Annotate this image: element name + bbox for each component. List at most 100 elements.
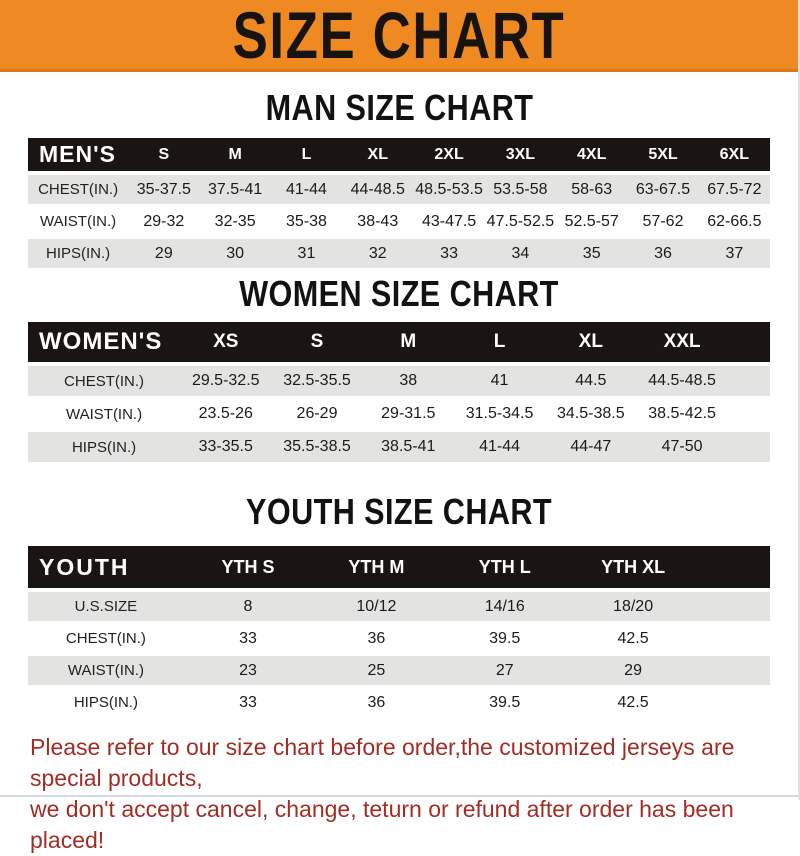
table-row: HIPS(IN.) 29 30 31 32 33 34 35 36 37	[28, 239, 770, 271]
size-column-header: S	[128, 138, 200, 175]
size-column-header: YTH L	[440, 546, 569, 592]
size-value-cell: 36	[312, 624, 441, 656]
size-value-cell: 52.5-57	[556, 207, 628, 239]
women-header-row: WOMEN'S XS S M L XL XXL	[28, 322, 770, 366]
size-value-cell: 30	[199, 239, 271, 271]
size-column-header: 2XL	[413, 138, 485, 175]
size-value-cell: 48.5-53.5	[413, 175, 485, 207]
size-column-header: YTH M	[312, 546, 441, 592]
row-label: WAIST(IN.)	[28, 207, 129, 239]
table-row: U.S.SIZE 8 10/12 14/16 18/20	[28, 592, 770, 624]
size-value-cell: 42.5	[568, 688, 698, 720]
size-column-header: 6XL	[698, 138, 770, 175]
spacer-cell	[697, 688, 770, 720]
size-column-header: XL	[545, 322, 637, 366]
table-row: CHEST(IN.) 35-37.5 37.5-41 41-44 44-48.5…	[28, 175, 770, 207]
size-column-header: 4XL	[556, 138, 628, 175]
size-value-cell: 34	[484, 239, 557, 271]
size-value-cell: 33-35.5	[180, 432, 272, 465]
size-value-cell: 23	[183, 656, 313, 688]
size-value-cell: 35	[556, 239, 628, 271]
size-value-cell: 35-37.5	[128, 175, 200, 207]
youth-header-row: YOUTH YTH S YTH M YTH L YTH XL	[28, 546, 770, 592]
women-size-table: WOMEN'S XS S M L XL XXL CHEST(IN.) 29.5-…	[28, 322, 770, 465]
size-value-cell: 32	[342, 239, 414, 271]
table-row: CHEST(IN.) 29.5-32.5 32.5-35.5 38 41 44.…	[28, 366, 770, 399]
size-value-cell: 25	[312, 656, 441, 688]
man-heading-text: MAN SIZE CHART	[265, 87, 533, 128]
size-value-cell: 32-35	[199, 207, 271, 239]
size-column-header: S	[271, 322, 363, 366]
size-column-header: M	[362, 322, 454, 366]
size-column-header: YTH XL	[568, 546, 698, 592]
size-value-cell: 32.5-35.5	[271, 366, 363, 399]
table-row: WAIST(IN.) 23.5-26 26-29 29-31.5 31.5-34…	[28, 399, 770, 432]
size-column-header: XL	[342, 138, 414, 175]
size-value-cell: 38.5-41	[362, 432, 454, 465]
row-label: HIPS(IN.)	[28, 432, 181, 465]
size-chart-banner: SIZE CHART	[0, 0, 798, 72]
size-value-cell: 29.5-32.5	[180, 366, 272, 399]
youth-size-table: YOUTH YTH S YTH M YTH L YTH XL U.S.SIZE …	[28, 546, 770, 720]
size-value-cell: 39.5	[440, 624, 569, 656]
size-value-cell: 42.5	[568, 624, 698, 656]
size-value-cell: 41	[453, 366, 546, 399]
spacer-cell	[697, 656, 770, 688]
size-value-cell: 31.5-34.5	[453, 399, 546, 432]
table-row: WAIST(IN.) 29-32 32-35 35-38 38-43 43-47…	[28, 207, 770, 239]
man-size-section: MAN SIZE CHART MEN'S S M L XL 2XL 3XL 4X…	[0, 89, 798, 271]
table-row: WAIST(IN.) 23 25 27 29	[28, 656, 770, 688]
size-value-cell: 31	[270, 239, 343, 271]
size-value-cell: 26-29	[271, 399, 363, 432]
size-value-cell: 47-50	[636, 432, 728, 465]
size-value-cell: 44.5	[545, 366, 637, 399]
size-value-cell: 41-44	[453, 432, 546, 465]
size-value-cell: 36	[627, 239, 699, 271]
size-value-cell: 37.5-41	[199, 175, 271, 207]
size-value-cell: 35.5-38.5	[271, 432, 363, 465]
size-value-cell: 43-47.5	[413, 207, 485, 239]
size-value-cell: 10/12	[312, 592, 441, 624]
youth-heading-text: YOUTH SIZE CHART	[245, 491, 552, 532]
table-corner-label: MEN'S	[28, 138, 129, 175]
size-value-cell: 37	[698, 239, 770, 271]
men-size-table: MEN'S S M L XL 2XL 3XL 4XL 5XL 6XL CHEST…	[28, 138, 770, 271]
size-value-cell: 38.5-42.5	[636, 399, 728, 432]
size-value-cell: 29-31.5	[362, 399, 454, 432]
disclaimer-line-2: we don't accept cancel, change, teturn o…	[30, 796, 734, 853]
row-label: CHEST(IN.)	[28, 624, 184, 656]
spacer-cell	[727, 432, 770, 465]
row-label: HIPS(IN.)	[28, 239, 129, 271]
row-label: CHEST(IN.)	[28, 175, 129, 207]
size-column-header: M	[199, 138, 271, 175]
row-label: CHEST(IN.)	[28, 366, 181, 399]
table-corner-label: YOUTH	[28, 546, 184, 592]
size-column-header: 3XL	[484, 138, 557, 175]
size-value-cell: 33	[183, 688, 313, 720]
size-value-cell: 38-43	[342, 207, 414, 239]
size-value-cell: 39.5	[440, 688, 569, 720]
size-value-cell: 44-48.5	[342, 175, 414, 207]
disclaimer-text: Please refer to our size chart before or…	[0, 732, 798, 856]
size-value-cell: 35-38	[270, 207, 343, 239]
size-value-cell: 47.5-52.5	[484, 207, 557, 239]
disclaimer-line-1: Please refer to our size chart before or…	[30, 734, 735, 791]
size-value-cell: 41-44	[270, 175, 343, 207]
size-value-cell: 58-63	[556, 175, 628, 207]
size-value-cell: 44.5-48.5	[636, 366, 728, 399]
size-column-header: XS	[180, 322, 272, 366]
size-value-cell: 57-62	[627, 207, 699, 239]
size-value-cell: 23.5-26	[180, 399, 272, 432]
size-column-header: L	[453, 322, 546, 366]
size-value-cell: 33	[183, 624, 313, 656]
size-value-cell: 38	[362, 366, 454, 399]
spacer-cell	[697, 592, 770, 624]
size-value-cell: 18/20	[568, 592, 698, 624]
size-value-cell: 27	[440, 656, 569, 688]
spacer-cell	[697, 624, 770, 656]
size-column-header: YTH S	[183, 546, 313, 592]
spacer-cell	[727, 399, 770, 432]
row-label: WAIST(IN.)	[28, 656, 184, 688]
spacer-cell	[727, 322, 770, 366]
